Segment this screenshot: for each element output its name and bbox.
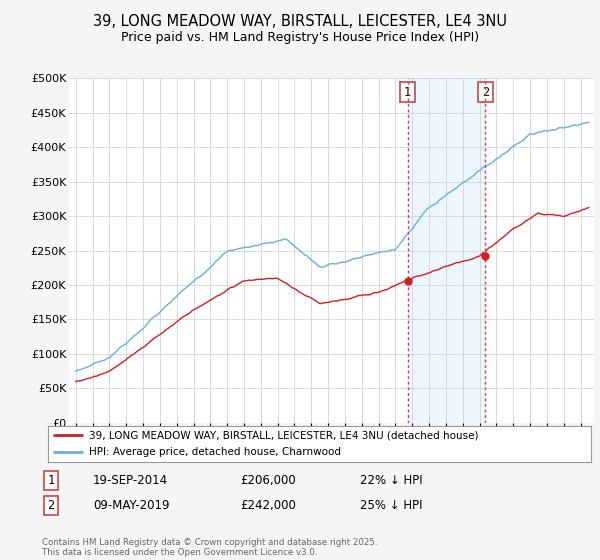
Text: 1: 1 — [47, 474, 55, 487]
Text: Contains HM Land Registry data © Crown copyright and database right 2025.
This d: Contains HM Land Registry data © Crown c… — [42, 538, 377, 557]
Text: Price paid vs. HM Land Registry's House Price Index (HPI): Price paid vs. HM Land Registry's House … — [121, 31, 479, 44]
Text: £206,000: £206,000 — [240, 474, 296, 487]
Text: 1: 1 — [404, 86, 411, 99]
Text: 2: 2 — [47, 499, 55, 512]
Text: 09-MAY-2019: 09-MAY-2019 — [93, 499, 170, 512]
Text: 22% ↓ HPI: 22% ↓ HPI — [360, 474, 422, 487]
Text: 39, LONG MEADOW WAY, BIRSTALL, LEICESTER, LE4 3NU: 39, LONG MEADOW WAY, BIRSTALL, LEICESTER… — [93, 14, 507, 29]
Bar — [407, 78, 485, 423]
Text: 25% ↓ HPI: 25% ↓ HPI — [360, 499, 422, 512]
Text: 2: 2 — [482, 86, 489, 99]
Text: HPI: Average price, detached house, Charnwood: HPI: Average price, detached house, Char… — [89, 447, 341, 457]
Text: 19-SEP-2014: 19-SEP-2014 — [93, 474, 168, 487]
Text: 39, LONG MEADOW WAY, BIRSTALL, LEICESTER, LE4 3NU (detached house): 39, LONG MEADOW WAY, BIRSTALL, LEICESTER… — [89, 431, 478, 440]
Text: £242,000: £242,000 — [240, 499, 296, 512]
